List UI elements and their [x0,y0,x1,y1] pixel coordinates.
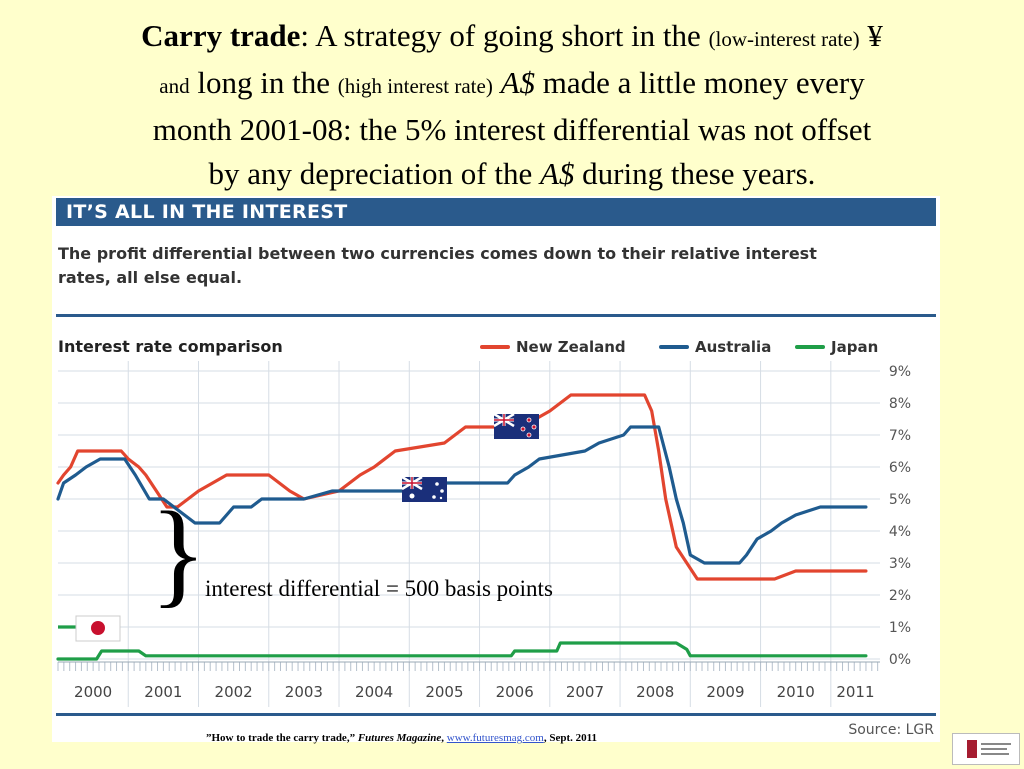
legend-swatch-australia [659,345,689,349]
slide-headline: Carry trade: A strategy of going short i… [20,14,1004,196]
x-tick-label: 2007 [566,683,604,701]
y-tick-label: 6% [889,460,911,476]
x-tick-label: 2005 [425,683,463,701]
y-tick-label: 2% [889,588,911,604]
new-zealand-line [56,393,868,581]
japan-line [56,641,868,661]
chart-figure: IT’S ALL IN THE INTEREST The profit diff… [52,196,940,742]
x-tick-label: 2009 [706,683,744,701]
australia-line [56,425,868,565]
y-tick-label: 3% [889,556,911,572]
differential-note: interest differential = 500 basis points [205,576,553,601]
headline-title: Carry trade [141,18,301,53]
y-tick-label: 0% [889,652,911,668]
y-tick-label: 5% [889,492,911,508]
x-tick-label: 2004 [355,683,393,701]
headline-line-1: Carry trade: A strategy of going short i… [141,18,883,53]
citation-link[interactable]: www.futuresmag.com [446,732,544,744]
x-tick-label: 2006 [496,683,534,701]
x-tick-label: 2002 [215,683,253,701]
new-zealand-flag-icon [493,412,539,439]
x-tick-label: 2008 [636,683,674,701]
headline-line-2: and long in the (high interest rate) A$ … [159,65,865,100]
x-tick-label: 2000 [74,683,112,701]
y-tick-label: 4% [889,524,911,540]
japan-flag-icon [75,615,121,642]
chart-title: Interest rate comparison [58,337,283,356]
australia-flag-icon [401,475,447,502]
legend-japan: Japan [795,338,878,356]
chart-plot-area: 0% 1% 2% 3% 4% 5% 6% 7% 8% 9% 2000 2001 2002 2003 2004… [56,361,911,707]
differential-brace: } [150,487,207,618]
figure-banner: IT’S ALL IN THE INTEREST [56,198,936,226]
citation: ”How to trade the carry trade,” Futures … [206,732,598,744]
x-tick-label: 2003 [285,683,323,701]
x-tick-label: 2001 [144,683,182,701]
y-tick-label: 1% [889,620,911,636]
logo-graphic [967,740,1011,758]
legend-australia: Australia [659,338,771,356]
y-tick-label: 8% [889,396,911,412]
x-tick-label: 2011 [836,683,874,701]
bottom-separator-line [56,713,936,716]
y-tick-label: 9% [889,364,911,380]
legend-swatch-new-zealand [480,345,510,349]
y-tick-label: 7% [889,428,911,444]
chart-source: Source: LGR [848,722,934,738]
separator-line [56,314,936,317]
legend-new-zealand: New Zealand [480,338,626,356]
figure-subtitle: The profit differential between two curr… [58,244,817,287]
legend-swatch-japan [795,345,825,349]
headline-line-4: by any depreciation of the A$ during the… [208,156,816,191]
headline-line-3: month 2001-08: the 5% interest different… [152,112,872,147]
x-tick-label: 2010 [777,683,815,701]
harvard-kennedy-school-logo [952,733,1020,765]
